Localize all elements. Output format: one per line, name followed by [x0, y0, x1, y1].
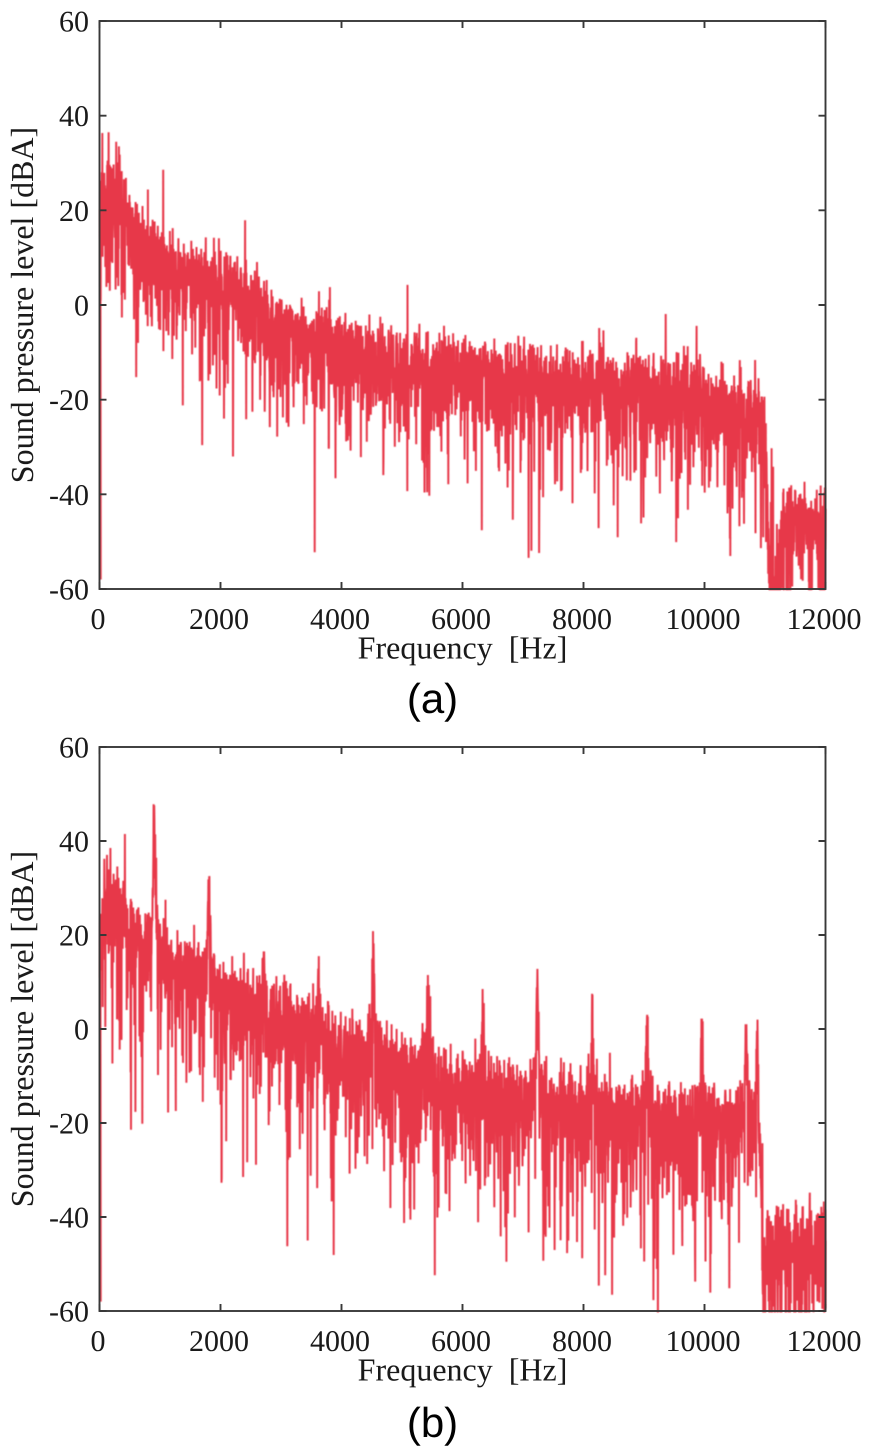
- svg-text:60: 60: [59, 732, 89, 765]
- svg-text:(b): (b): [407, 1399, 458, 1446]
- svg-text:2000: 2000: [189, 1325, 249, 1358]
- svg-text:20: 20: [59, 195, 89, 228]
- svg-text:8000: 8000: [552, 1325, 612, 1358]
- svg-text:Sound pressure level [dBA]: Sound pressure level [dBA]: [4, 851, 40, 1207]
- svg-text:2000: 2000: [189, 603, 249, 636]
- svg-text:12000: 12000: [787, 603, 862, 636]
- svg-text:-60: -60: [49, 1296, 89, 1329]
- svg-text:12000: 12000: [787, 1325, 862, 1358]
- svg-text:Sound pressure level [dBA]: Sound pressure level [dBA]: [4, 127, 40, 483]
- svg-text:0: 0: [91, 603, 106, 636]
- svg-text:-40: -40: [49, 1202, 89, 1235]
- svg-text:-20: -20: [49, 384, 89, 417]
- svg-text:40: 40: [59, 100, 89, 133]
- svg-text:40: 40: [59, 826, 89, 859]
- svg-text:4000: 4000: [310, 1325, 370, 1358]
- svg-text:20: 20: [59, 920, 89, 953]
- svg-text:6000: 6000: [431, 603, 491, 636]
- svg-text:10000: 10000: [666, 603, 741, 636]
- svg-text:0: 0: [74, 1014, 89, 1047]
- svg-text:0: 0: [74, 290, 89, 323]
- svg-text:-60: -60: [49, 574, 89, 607]
- svg-text:Frequency [Hz]: Frequency [Hz]: [358, 630, 568, 666]
- svg-text:4000: 4000: [310, 603, 370, 636]
- svg-text:Frequency [Hz]: Frequency [Hz]: [358, 1352, 568, 1388]
- svg-text:60: 60: [59, 6, 89, 39]
- svg-text:10000: 10000: [666, 1325, 741, 1358]
- svg-text:(a): (a): [407, 675, 458, 722]
- svg-text:6000: 6000: [431, 1325, 491, 1358]
- svg-text:8000: 8000: [552, 603, 612, 636]
- svg-text:-20: -20: [49, 1108, 89, 1141]
- svg-text:-40: -40: [49, 479, 89, 512]
- svg-text:0: 0: [91, 1325, 106, 1358]
